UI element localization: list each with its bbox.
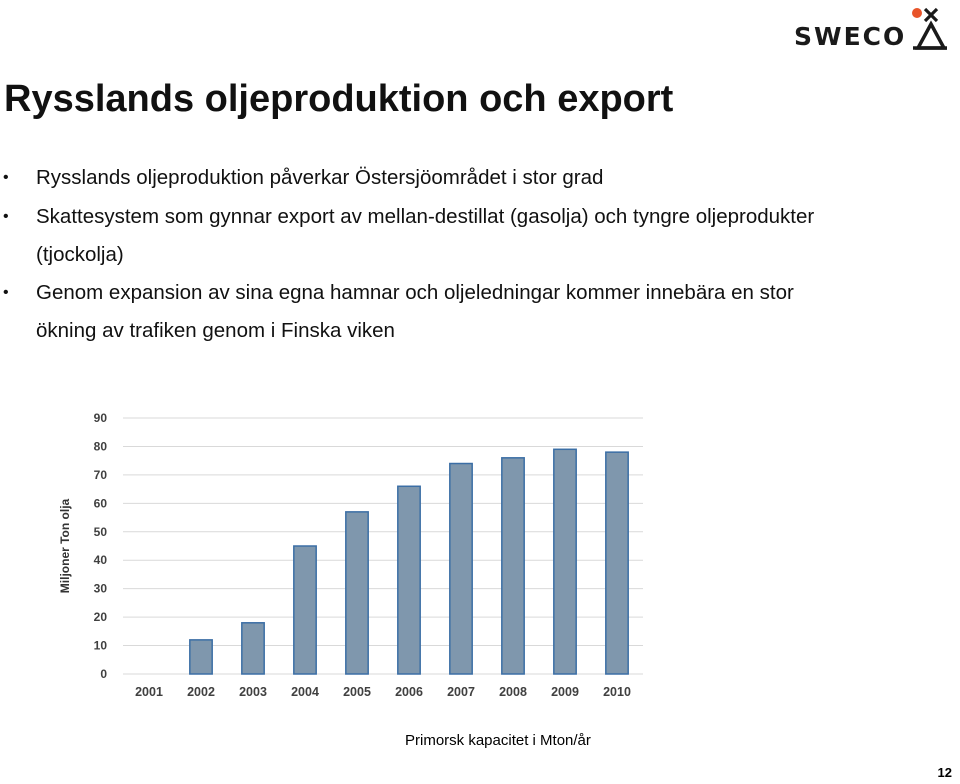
bar-2003	[241, 622, 265, 675]
bullet-list: Rysslands oljeproduktion påverkar Östers…	[0, 158, 820, 350]
chart-bars	[189, 448, 629, 675]
bar-2009	[553, 448, 577, 675]
y-tick-label: 0	[100, 667, 107, 681]
chart-caption: Primorsk kapacitet i Mton/år	[405, 732, 591, 749]
x-tick-label: 2008	[499, 685, 527, 699]
bar-2010	[605, 451, 629, 675]
y-tick-label: 20	[94, 610, 108, 624]
chart-x-ticks: 2001 2002 2003 2004 2005 2006 2007 2008 2009 2010	[135, 685, 631, 699]
bullet-item: Genom expansion av sina egna hamnar och …	[0, 274, 820, 350]
y-tick-label: 10	[94, 639, 108, 653]
x-tick-label: 2003	[239, 685, 267, 699]
x-tick-label: 2006	[395, 685, 423, 699]
bar-2008	[501, 457, 525, 675]
bar-chart: 0 10 20 30 40 50 60 70 80 90 2001 2002 2003 2004 2005…	[58, 411, 643, 699]
x-tick-label: 2004	[291, 685, 319, 699]
x-tick-label: 2009	[551, 685, 579, 699]
sweco-logo: SWECO	[794, 6, 954, 54]
y-tick-label: 90	[94, 411, 108, 425]
chart-y-ticks: 0 10 20 30 40 50 60 70 80 90	[94, 411, 108, 681]
bullet-item: Skattesystem som gynnar export av mellan…	[0, 198, 820, 274]
y-tick-label: 30	[94, 582, 108, 596]
y-tick-label: 70	[94, 468, 108, 482]
y-tick-label: 80	[94, 439, 108, 453]
bar-2006	[397, 485, 421, 675]
x-tick-label: 2002	[187, 685, 215, 699]
logo-text: SWECO	[794, 22, 907, 51]
y-tick-label: 50	[94, 525, 108, 539]
sweco-logo-icon	[912, 7, 947, 50]
x-tick-label: 2001	[135, 685, 163, 699]
y-tick-label: 40	[94, 553, 108, 567]
x-tick-label: 2010	[603, 685, 631, 699]
bullet-item: Rysslands oljeproduktion påverkar Östers…	[0, 158, 820, 198]
bar-2005	[345, 511, 369, 675]
slide-title: Rysslands oljeproduktion och export	[4, 78, 674, 120]
bar-2007	[449, 462, 473, 675]
y-tick-label: 60	[94, 496, 108, 510]
y-axis-label: Miljoner Ton olja	[58, 498, 72, 593]
bar-2004	[293, 545, 317, 675]
bar-2002	[189, 639, 213, 675]
x-tick-label: 2005	[343, 685, 371, 699]
x-tick-label: 2007	[447, 685, 475, 699]
page-number: 12	[937, 765, 952, 780]
